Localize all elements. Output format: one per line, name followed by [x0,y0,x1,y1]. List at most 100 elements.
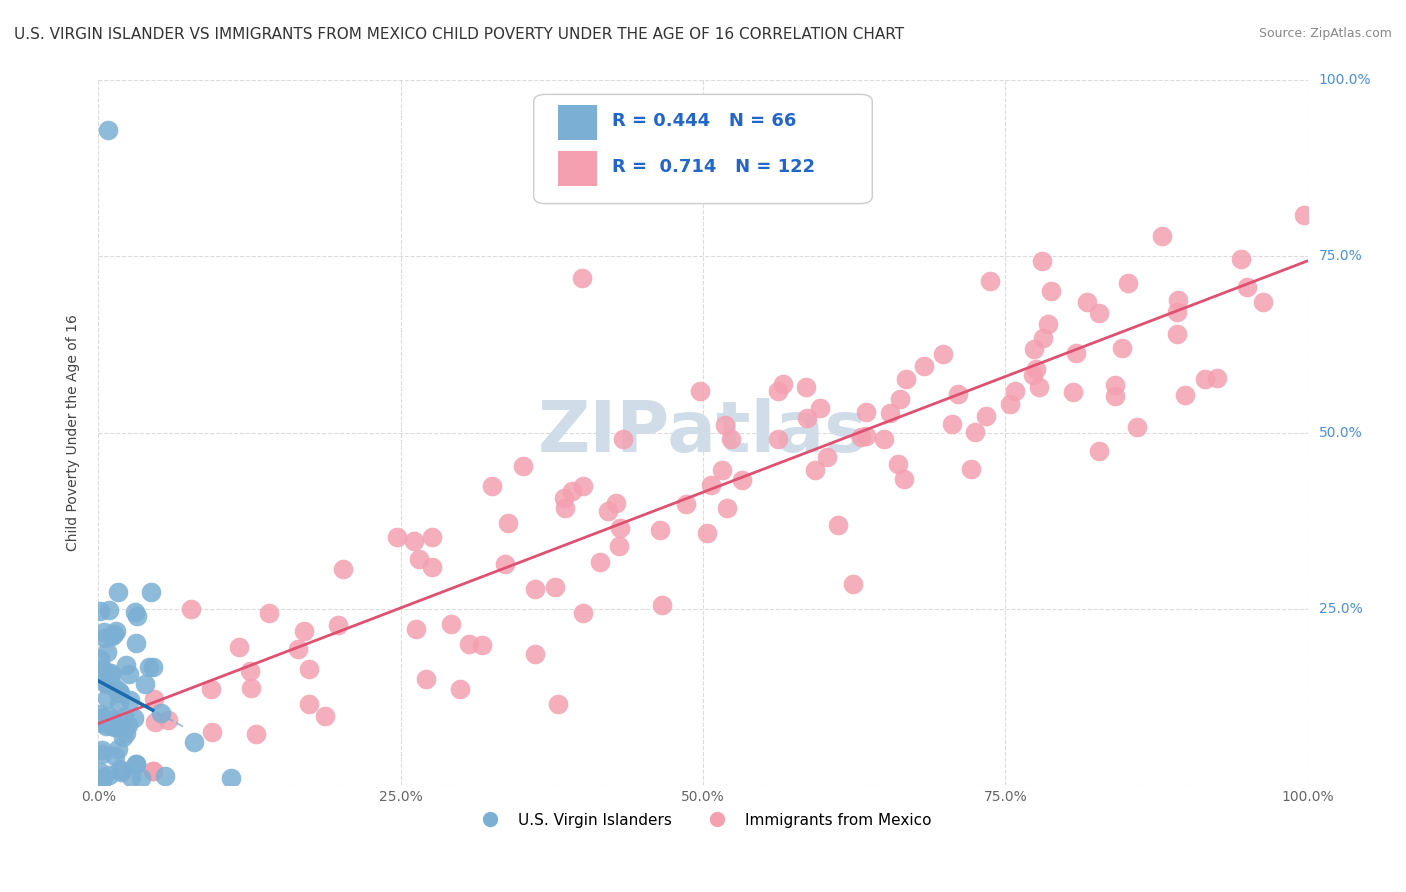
Point [107,685,129,699]
Point [100,668,122,682]
Point [1251,295,1274,310]
Point [1166,327,1188,342]
Point [420,530,443,544]
Point [142,764,165,778]
Point [766,384,789,399]
Point [117,717,139,731]
FancyBboxPatch shape [534,95,872,203]
Point [827,517,849,532]
Point [1036,318,1059,332]
Point [120,770,142,784]
Point [974,409,997,423]
Text: R =  0.714   N = 122: R = 0.714 N = 122 [613,158,815,176]
Point [91,662,114,676]
Point [815,450,838,464]
Point [108,684,131,698]
Point [524,647,547,661]
Point [1166,305,1188,319]
Point [1152,228,1174,243]
Point [879,406,901,420]
Point [1206,371,1229,385]
Point [124,605,146,619]
Point [110,765,132,780]
Point [1066,346,1088,360]
Point [1104,378,1126,392]
Point [326,618,349,632]
Point [103,627,125,641]
Point [287,642,309,657]
Point [96,691,118,706]
Point [385,531,408,545]
Point [554,501,576,516]
Point [157,714,180,728]
Point [180,602,202,616]
Point [97,718,120,732]
Point [90,772,112,787]
Point [142,660,165,674]
Point [118,666,141,681]
Text: 75.0%: 75.0% [1319,250,1362,263]
Point [415,672,437,686]
Point [125,756,148,771]
Point [1004,384,1026,398]
Point [228,640,250,654]
Point [696,526,718,541]
Text: 25.0%: 25.0% [1319,602,1362,615]
Point [803,463,825,477]
Text: Source: ZipAtlas.com: Source: ZipAtlas.com [1258,27,1392,40]
Point [1194,372,1216,386]
Point [104,718,127,732]
Point [1025,362,1047,376]
Point [408,552,430,566]
Point [675,497,697,511]
Text: R = 0.444   N = 66: R = 0.444 N = 66 [613,112,797,130]
Point [1028,380,1050,394]
Point [405,622,427,636]
Point [1022,342,1045,356]
Point [849,430,872,444]
Point [714,417,737,432]
Point [259,607,281,621]
Point [471,638,494,652]
Point [150,706,173,720]
Point [200,681,222,696]
Point [103,720,125,734]
Point [512,459,534,474]
Point [612,432,634,446]
Point [114,726,136,740]
Point [571,270,593,285]
Point [103,713,125,727]
Point [90,711,112,725]
Point [110,762,132,776]
Point [1230,252,1253,266]
Text: U.S. VIRGIN ISLANDER VS IMMIGRANTS FROM MEXICO CHILD POVERTY UNDER THE AGE OF 16: U.S. VIRGIN ISLANDER VS IMMIGRANTS FROM … [14,27,904,42]
Text: 100.0%: 100.0% [1319,73,1371,87]
Point [808,401,831,416]
Point [97,708,120,723]
Point [889,392,911,407]
Point [89,707,111,722]
Point [139,585,162,599]
Point [481,479,503,493]
Point [108,696,131,710]
Point [894,372,917,386]
Point [1104,389,1126,403]
Point [1126,419,1149,434]
Point [699,477,721,491]
Point [893,472,915,486]
Point [100,666,122,681]
Point [134,677,156,691]
Point [89,604,111,618]
Point [457,637,479,651]
Point [100,630,122,644]
Point [855,429,877,443]
Point [553,491,575,506]
Point [716,501,738,516]
Point [118,693,141,707]
Point [107,741,129,756]
Point [143,715,166,730]
Point [298,697,321,711]
Text: ZIPatlas: ZIPatlas [538,398,868,467]
Point [239,665,262,679]
Point [731,474,754,488]
